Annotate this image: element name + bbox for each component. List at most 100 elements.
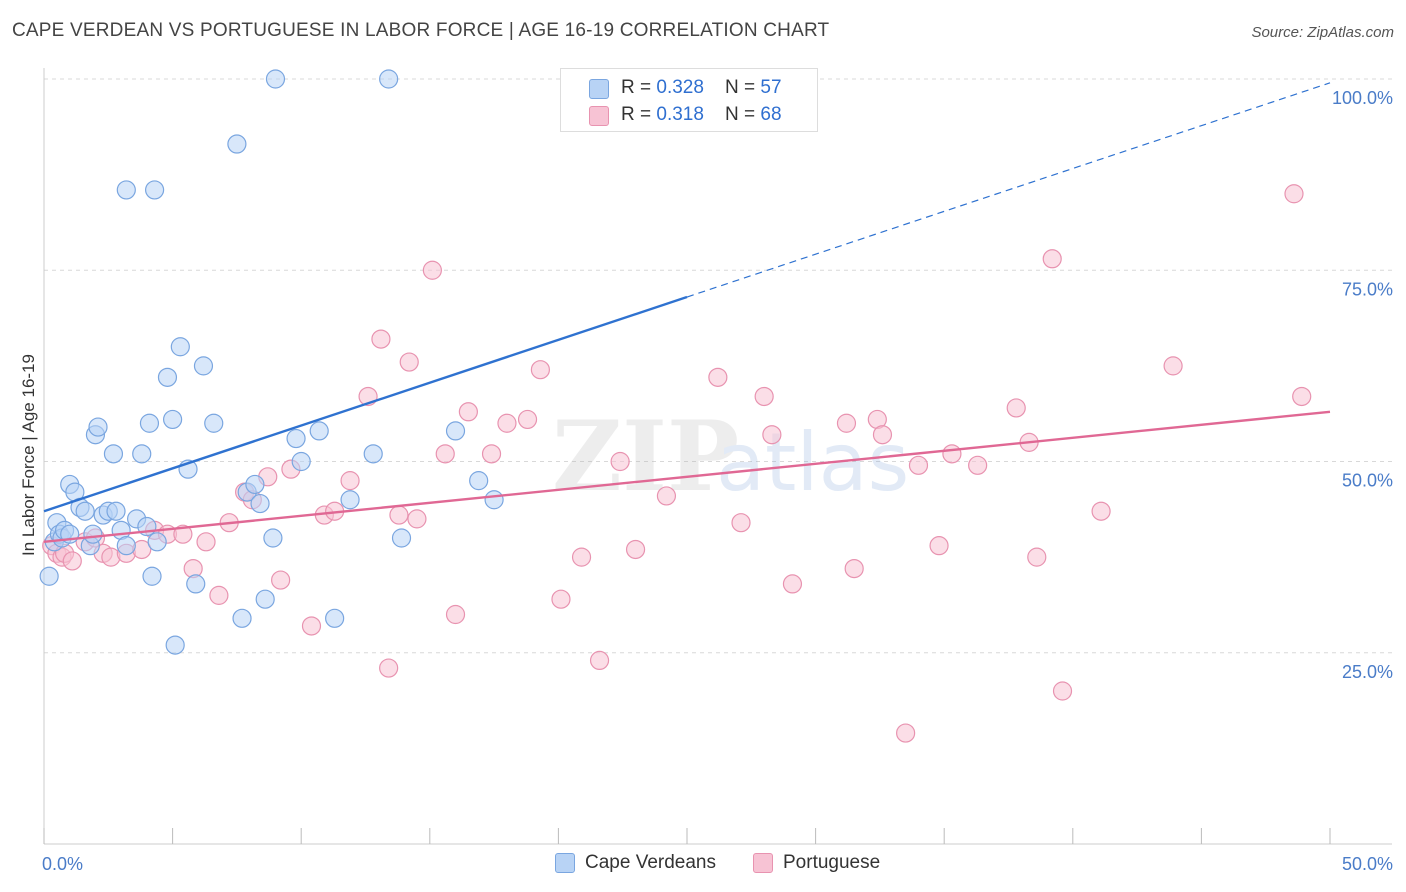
legend-r-value: 0.328	[656, 77, 704, 98]
cape-verdean-point	[391, 528, 412, 548]
cape-verdean-point	[163, 409, 183, 430]
portuguese-point	[1292, 386, 1312, 407]
cape-verdean-point	[265, 69, 286, 89]
cape-verdean-point	[255, 589, 275, 609]
cape-verdean-point	[116, 180, 136, 200]
portuguese-point	[445, 604, 466, 625]
cape-verdean-point	[445, 421, 466, 441]
cape-verdean-point	[116, 536, 136, 556]
legend-n-value: 57	[760, 77, 782, 98]
cape-verdean-point	[363, 444, 383, 464]
cape-verdean-point	[484, 490, 504, 510]
trend-lines	[43, 82, 1331, 544]
cape-verdean-point	[227, 134, 247, 154]
portuguese-point	[517, 409, 538, 430]
cape-verdean-point	[88, 417, 108, 437]
legend-r-label: R =	[621, 77, 657, 98]
portuguese-point	[389, 505, 409, 525]
grid-layer	[44, 78, 1392, 654]
cape-verdean-point	[186, 574, 206, 594]
portuguese-point	[896, 723, 916, 743]
portuguese-point	[371, 329, 391, 349]
legend-n-label: N =	[725, 104, 761, 125]
legend-swatch-pink	[753, 853, 773, 873]
y-tick-label: 25.0%	[1342, 662, 1393, 682]
legend-r-value: 0.318	[656, 104, 704, 125]
portuguese-point	[407, 509, 427, 529]
y-tick-label: 100.0%	[1332, 88, 1393, 108]
y-tick-label: 50.0%	[1342, 471, 1393, 491]
cape-verdean-point	[469, 471, 489, 491]
cape-verdean-point	[286, 428, 306, 449]
cape-verdean-point	[106, 501, 126, 521]
portuguese-point	[1042, 249, 1062, 269]
cape-verdean-point	[139, 413, 160, 433]
portuguese-point	[435, 444, 455, 464]
cape-verdean-point	[83, 524, 103, 544]
cape-verdean-point	[291, 451, 311, 472]
portuguese-point	[754, 386, 774, 407]
portuguese-point	[551, 589, 571, 609]
cape-verdean-point	[75, 501, 95, 521]
cape-verdean-trend-line	[43, 295, 688, 513]
portuguese-trend-line	[43, 410, 1331, 544]
portuguese-point	[340, 471, 360, 491]
portuguese-point	[782, 574, 803, 594]
portuguese-point	[1163, 356, 1183, 376]
cape-verdean-point	[165, 635, 185, 655]
chart-title: CAPE VERDEAN VS PORTUGUESE IN LABOR FORC…	[12, 20, 830, 41]
cape-verdean-point	[204, 413, 224, 433]
legend-swatch-pink	[589, 106, 609, 126]
portuguese-point	[836, 413, 857, 433]
portuguese-point	[1006, 398, 1026, 418]
y-tick-label: 75.0%	[1342, 279, 1393, 299]
legend-n-label: N =	[725, 77, 761, 98]
cape-verdean-point	[325, 608, 345, 628]
portuguese-point	[271, 570, 291, 590]
cape-verdean-trend-extension	[686, 82, 1331, 298]
portuguese-point	[209, 585, 229, 605]
axes-layer: 25.0% 50.0% 75.0% 100.0% 0.0% 50.0%	[42, 68, 1393, 874]
cape-verdean-point	[170, 337, 190, 357]
portuguese-point	[708, 367, 728, 387]
cape-verdean-point	[263, 528, 283, 548]
source-label: Source: ZipAtlas.com	[1251, 24, 1394, 41]
portuguese-point	[656, 486, 677, 506]
portuguese-point	[481, 444, 502, 464]
cape-verdean-point	[340, 490, 360, 510]
legend-n-value: 68	[760, 104, 782, 125]
portuguese-point	[530, 360, 550, 380]
portuguese-point	[731, 513, 751, 533]
portuguese-point	[1284, 184, 1304, 204]
watermark: ZIP atlas	[552, 400, 909, 513]
portuguese-point	[1052, 681, 1073, 701]
watermark-zip: ZIP	[552, 400, 739, 513]
portuguese-point	[942, 444, 962, 464]
legend-label: Cape Verdeans	[585, 852, 716, 873]
cape-verdean-point	[309, 421, 329, 441]
cape-verdean-point	[147, 532, 167, 552]
portuguese-point	[762, 425, 782, 445]
cape-verdean-point	[157, 367, 178, 387]
y-axis-label: In Labor Force | Age 16-19	[19, 354, 38, 556]
legend-swatch-blue	[555, 853, 575, 873]
portuguese-point	[62, 551, 82, 571]
x-tick-label: 50.0%	[1342, 854, 1393, 874]
cape-verdean-points	[39, 69, 504, 655]
cape-verdean-point	[245, 474, 265, 495]
portuguese-point	[422, 260, 442, 280]
portuguese-point	[968, 455, 988, 475]
portuguese-point	[844, 558, 864, 579]
portuguese-point	[589, 650, 610, 671]
cape-verdean-point	[103, 444, 124, 464]
legend-label: Portuguese	[783, 852, 881, 873]
portuguese-point	[379, 658, 399, 678]
legend-swatch-blue	[589, 79, 609, 99]
portuguese-point	[625, 539, 646, 560]
portuguese-points	[42, 111, 1312, 743]
portuguese-point	[872, 425, 893, 445]
portuguese-point	[173, 524, 193, 544]
cape-verdean-point	[232, 608, 252, 628]
portuguese-point	[908, 455, 929, 475]
